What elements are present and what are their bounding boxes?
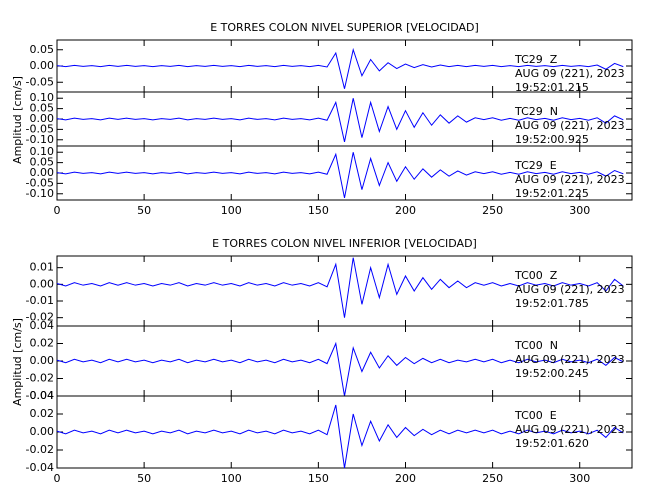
y-tick-label: 0.00: [30, 59, 55, 72]
trace-time: 19:52:01.215: [515, 81, 589, 94]
y-axis-label: Amplitud [cm/s]: [11, 76, 24, 164]
chart-title: E TORRES COLON NIVEL SUPERIOR [VELOCIDAD…: [210, 21, 479, 34]
y-tick-label: -0.02: [26, 443, 54, 456]
waveform: [56, 152, 624, 199]
y-tick-label: 0.00: [30, 277, 55, 290]
trace-date: AUG 09 (221), 2023: [515, 283, 625, 296]
trace-station: TC29 E: [514, 159, 557, 172]
trace-date: AUG 09 (221), 2023: [515, 423, 625, 436]
x-tick-label: 150: [308, 472, 329, 485]
x-tick-label: 200: [395, 204, 416, 217]
y-tick-label: -0.01: [26, 294, 54, 307]
y-tick-label: -0.05: [26, 75, 54, 88]
y-tick-label: -0.05: [26, 176, 54, 189]
x-tick-label: 100: [221, 472, 242, 485]
x-tick-label: 150: [308, 204, 329, 217]
trace-time: 19:52:01.225: [515, 187, 589, 200]
trace-date: AUG 09 (221), 2023: [515, 353, 625, 366]
y-tick-label: 0.00: [30, 166, 55, 179]
trace-station: TC00 E: [514, 409, 557, 422]
x-tick-label: 250: [482, 472, 503, 485]
y-tick-label: 0.05: [30, 156, 55, 169]
x-tick-label: 300: [569, 472, 590, 485]
x-tick-label: 0: [54, 472, 61, 485]
y-tick-label: 0.00: [30, 354, 55, 367]
trace-time: 19:52:00.245: [515, 367, 589, 380]
waveform: [56, 47, 624, 89]
y-axis-label: Amplitud [cm/s]: [11, 318, 24, 406]
trace-station: TC00 N: [514, 339, 558, 352]
y-tick-label: -0.02: [26, 372, 54, 385]
trace-station: TC29 Z: [514, 53, 558, 66]
trace-station: TC00 Z: [514, 269, 558, 282]
y-tick-label: 0.04: [30, 389, 55, 402]
trace-time: 19:52:01.785: [515, 297, 589, 310]
x-tick-label: 0: [54, 204, 61, 217]
waveform: [56, 257, 624, 318]
y-tick-label: 0.10: [30, 145, 55, 158]
y-tick-label: 0.10: [30, 91, 55, 104]
y-tick-label: 0.01: [30, 261, 55, 274]
waveform: [56, 98, 624, 142]
waveform: [56, 341, 624, 397]
y-tick-label: -0.05: [26, 122, 54, 135]
waveform: [56, 404, 624, 469]
y-tick-label: -0.04: [26, 389, 54, 402]
trace-date: AUG 09 (221), 2023: [515, 173, 625, 186]
x-tick-label: 250: [482, 204, 503, 217]
x-tick-label: 200: [395, 472, 416, 485]
y-tick-label: 0.05: [30, 43, 55, 56]
x-tick-label: 50: [137, 472, 151, 485]
y-tick-label: 0.02: [30, 337, 55, 350]
trace-time: 19:52:01.620: [515, 437, 589, 450]
trace-date: AUG 09 (221), 2023: [515, 67, 625, 80]
y-tick-label: 0.00: [30, 112, 55, 125]
chart-title: E TORRES COLON NIVEL INFERIOR [VELOCIDAD…: [212, 237, 477, 250]
x-tick-label: 300: [569, 204, 590, 217]
y-tick-label: -0.10: [26, 187, 54, 200]
y-tick-label: -0.02: [26, 311, 54, 324]
trace-date: AUG 09 (221), 2023: [515, 119, 625, 132]
y-tick-label: 0.00: [30, 425, 55, 438]
y-tick-label: 0.04: [30, 319, 55, 332]
x-tick-label: 100: [221, 204, 242, 217]
y-tick-label: -0.10: [26, 133, 54, 146]
y-tick-label: 0.02: [30, 407, 55, 420]
y-tick-label: -0.04: [26, 461, 54, 474]
y-tick-label: 0.05: [30, 102, 55, 115]
x-tick-label: 50: [137, 204, 151, 217]
trace-time: 19:52:00.925: [515, 133, 589, 146]
trace-station: TC29 N: [514, 105, 558, 118]
